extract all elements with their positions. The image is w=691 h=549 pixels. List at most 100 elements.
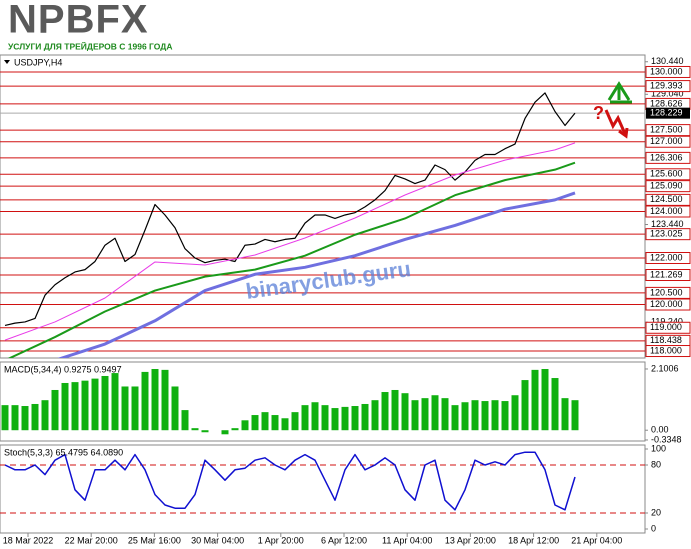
x-tick-label: 30 Mar 04:00 — [191, 535, 244, 545]
level-label-box — [645, 124, 691, 137]
up-arrow — [607, 81, 632, 104]
level-label: 124.000 — [650, 206, 683, 216]
level-label: 122.000 — [650, 252, 683, 262]
histogram-bar — [1, 405, 9, 431]
level-label-box — [645, 252, 691, 265]
x-tick-label: 22 Mar 20:00 — [65, 535, 118, 545]
histogram-bar — [21, 406, 29, 431]
level-label-box — [645, 298, 691, 311]
x-tick-label: 6 Apr 12:00 — [321, 535, 367, 545]
x-tick-label: 11 Apr 04:00 — [382, 535, 432, 545]
histogram-bar — [331, 408, 339, 431]
histogram-bar — [291, 412, 299, 431]
histogram-bar — [141, 371, 149, 431]
histogram-bar — [11, 405, 19, 431]
histogram-bar — [101, 375, 109, 431]
series-line — [4, 142, 576, 341]
histogram-bar — [191, 428, 199, 431]
x-tick-label: 13 Apr 20:00 — [445, 535, 496, 545]
histogram-bar — [381, 392, 389, 431]
panel-title: USDJPY,H4 — [14, 57, 62, 67]
histogram-bar — [91, 378, 99, 431]
level-label-box — [645, 168, 691, 181]
y-tick-label: -0.3348 — [651, 434, 682, 444]
y-tick-label: 0.00 — [651, 425, 669, 435]
histogram-bar — [531, 369, 539, 431]
panel — [1, 368, 579, 435]
level-label: 118.000 — [650, 345, 682, 355]
histogram-bar — [181, 410, 189, 431]
level-label-box — [645, 321, 691, 334]
series-line — [4, 451, 576, 511]
y-tick-label: 100 — [651, 443, 666, 453]
level-label: 127.500 — [650, 124, 683, 134]
histogram-bar — [41, 400, 49, 431]
tagline: УСЛУГИ ДЛЯ ТРЕЙДЕРОВ С 1996 ГОДА — [8, 40, 172, 51]
panel — [0, 71, 645, 358]
y-tick-label: 123.440 — [651, 219, 684, 229]
y-tick-label: 129.040 — [651, 89, 684, 99]
x-tick-label: 1 Apr 20:00 — [258, 535, 304, 545]
histogram-bar — [561, 398, 569, 431]
histogram-bar — [401, 393, 409, 431]
histogram-bar — [461, 402, 469, 431]
histogram-bar — [431, 395, 439, 431]
histogram-bar — [161, 369, 169, 431]
histogram-bar — [271, 415, 279, 431]
histogram-bar — [81, 380, 89, 431]
level-label: 121.269 — [650, 269, 683, 279]
level-label: 127.000 — [650, 136, 683, 146]
histogram-bar — [551, 378, 559, 431]
histogram-bar — [411, 400, 419, 431]
histogram-bar — [71, 382, 79, 431]
x-tick-label: 18 Apr 12:00 — [508, 535, 559, 545]
series-line — [4, 92, 576, 327]
histogram-bar — [231, 428, 239, 431]
panel — [0, 451, 645, 514]
histogram-bar — [321, 405, 329, 431]
symbol-marker — [4, 60, 10, 64]
histogram-bar — [131, 386, 139, 431]
level-label: 130.000 — [650, 66, 683, 76]
y-tick-label: 20 — [651, 507, 661, 517]
x-tick-label: 18 Mar 2022 — [3, 535, 54, 545]
level-label-box — [645, 286, 691, 299]
histogram-bar — [501, 401, 509, 431]
panel-title: MACD(5,34,4) 0.9275 0.9497 — [4, 364, 122, 374]
histogram-bar — [361, 403, 369, 431]
histogram-bar — [571, 400, 579, 431]
histogram-bar — [311, 402, 319, 431]
histogram-bar — [521, 380, 529, 431]
y-tick-label: 80 — [651, 459, 661, 469]
level-label-box — [645, 228, 691, 241]
current-price-box — [646, 107, 690, 119]
y-tick-label: 0 — [651, 523, 656, 533]
y-tick-label: 119.240 — [651, 317, 683, 327]
logo: NPBFX — [8, 0, 149, 42]
histogram-bar — [481, 401, 489, 431]
histogram-bar — [441, 398, 449, 431]
level-label-box — [645, 80, 691, 93]
level-label: 129.393 — [650, 80, 683, 90]
level-label-box — [645, 135, 691, 148]
level-label: 125.090 — [650, 181, 683, 191]
histogram-bar — [341, 406, 349, 431]
level-label-box — [645, 180, 691, 193]
histogram-bar — [421, 398, 429, 431]
histogram-bar — [351, 406, 359, 431]
stoch-frame — [0, 444, 646, 534]
current-price-label: 128.229 — [650, 108, 683, 118]
series-line — [7, 161, 576, 358]
histogram-bar — [241, 420, 249, 431]
histogram-bar — [281, 418, 289, 431]
histogram-bar — [371, 400, 379, 431]
level-label: 119.000 — [650, 322, 682, 332]
histogram-bar — [201, 430, 209, 433]
histogram-bar — [221, 430, 229, 435]
level-label-box — [645, 151, 691, 164]
x-tick-label: 21 Apr 04:00 — [571, 535, 622, 545]
histogram-bar — [491, 400, 499, 431]
histogram-bar — [111, 373, 119, 431]
histogram-bar — [391, 389, 399, 431]
